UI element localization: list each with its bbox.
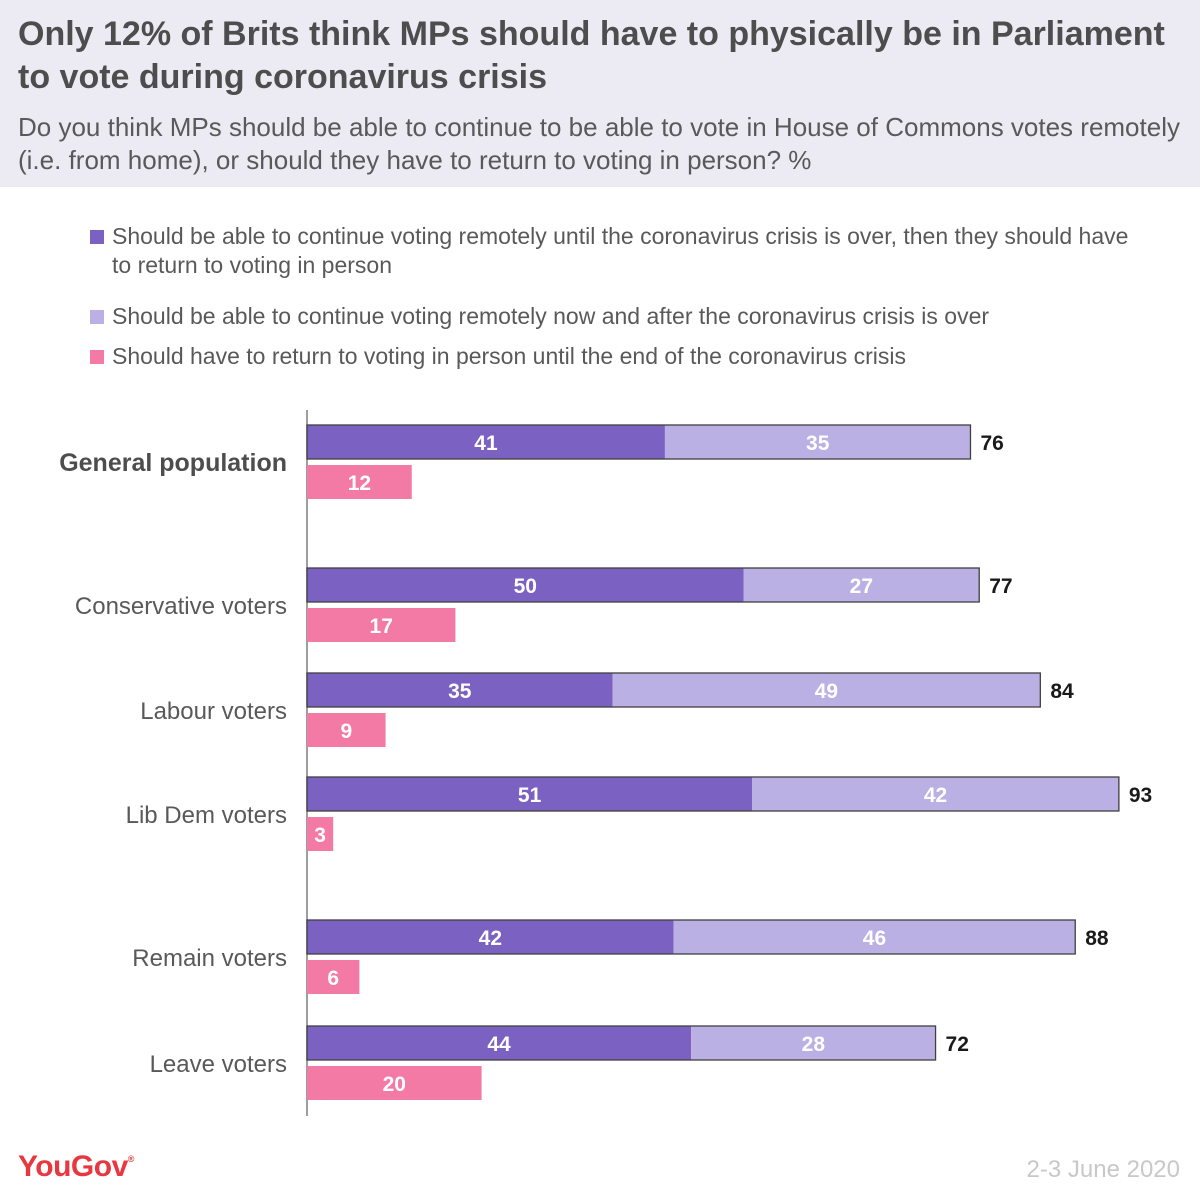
legend-label: Should be able to continue voting remote…	[112, 303, 990, 329]
legend: Should be able to continue voting remote…	[90, 222, 1150, 371]
legend-item-remote-permanently: Should be able to continue voting remote…	[90, 302, 1150, 331]
header-band: Only 12% of Brits think MPs should have …	[0, 0, 1200, 187]
data-label: 49	[815, 680, 838, 703]
data-label: 3	[314, 824, 326, 847]
bar-segment-remote-permanently	[612, 673, 1041, 707]
bar-chart: General population 41 35 76 12 Conservative v…	[59, 410, 1152, 1116]
total-label: 93	[1129, 784, 1152, 807]
bar-segment-remote-until-over	[307, 673, 613, 707]
total-label: 76	[980, 432, 1003, 455]
bar-total-outline	[306, 776, 1120, 812]
chart-title: Only 12% of Brits think MPs should have …	[18, 15, 1165, 96]
bar-return-in-person	[307, 608, 456, 642]
bar-segment-remote-until-over	[307, 425, 665, 459]
data-label: 12	[348, 472, 371, 495]
total-label: 84	[1050, 680, 1074, 703]
data-label: 6	[327, 967, 339, 990]
category-label: Lib Dem voters	[126, 802, 287, 829]
legend-swatch	[90, 350, 104, 364]
data-label: 35	[806, 432, 830, 455]
data-label: 28	[802, 1033, 826, 1056]
bar-segment-remote-permanently	[673, 920, 1076, 954]
total-label: 77	[989, 575, 1012, 598]
bar-total-outline	[306, 424, 972, 460]
total-label: 72	[946, 1033, 969, 1056]
data-label: 42	[479, 927, 502, 950]
data-label: 27	[850, 575, 873, 598]
bar-return-in-person	[307, 960, 360, 994]
bar-return-in-person	[307, 713, 386, 747]
brand-text: YouGov	[18, 1150, 128, 1183]
data-label: 35	[448, 680, 472, 703]
bar-total-outline	[306, 919, 1076, 955]
legend-swatch	[90, 230, 104, 244]
bar-return-in-person	[307, 1066, 482, 1100]
chart-subtitle: Do you think MPs should be able to conti…	[18, 112, 1180, 175]
total-label: 88	[1085, 927, 1109, 950]
bar-segment-remote-until-over	[307, 920, 674, 954]
category-label: Conservative voters	[75, 593, 287, 620]
data-label: 20	[383, 1073, 406, 1096]
data-label: 51	[518, 784, 542, 807]
bar-segment-remote-permanently	[664, 425, 971, 459]
bar-total-outline	[306, 672, 1041, 708]
bar-segment-remote-until-over	[307, 1026, 692, 1060]
category-label: General population	[59, 449, 287, 477]
bar-return-in-person	[307, 817, 334, 851]
yougov-logo: YouGov®	[18, 1150, 134, 1183]
bar-return-in-person	[307, 465, 412, 499]
bar-segment-remote-permanently	[752, 777, 1119, 811]
data-label: 42	[924, 784, 947, 807]
legend-swatch	[90, 310, 104, 324]
legend-item-return-in-person: Should have to return to voting in perso…	[90, 342, 1150, 371]
legend-label: Should be able to continue voting remote…	[112, 223, 1129, 278]
bar-total-outline	[306, 1025, 937, 1061]
bar-segment-remote-permanently	[743, 568, 980, 602]
data-label: 50	[514, 575, 537, 598]
bar-segment-remote-permanently	[691, 1026, 936, 1060]
bar-segment-remote-until-over	[307, 777, 753, 811]
data-label: 44	[487, 1033, 511, 1056]
bar-total-outline	[306, 567, 980, 603]
category-label: Leave voters	[150, 1051, 287, 1078]
data-label: 46	[863, 927, 886, 950]
survey-date: 2-3 June 2020	[1026, 1156, 1180, 1183]
data-label: 17	[370, 615, 393, 638]
category-label: Labour voters	[140, 698, 287, 725]
data-label: 41	[474, 432, 498, 455]
bar-segment-remote-until-over	[307, 568, 744, 602]
category-label: Remain voters	[132, 945, 287, 972]
legend-label: Should have to return to voting in perso…	[112, 343, 906, 369]
data-label: 9	[340, 720, 352, 743]
legend-item-remote-until-crisis-over: Should be able to continue voting remote…	[90, 222, 1150, 280]
